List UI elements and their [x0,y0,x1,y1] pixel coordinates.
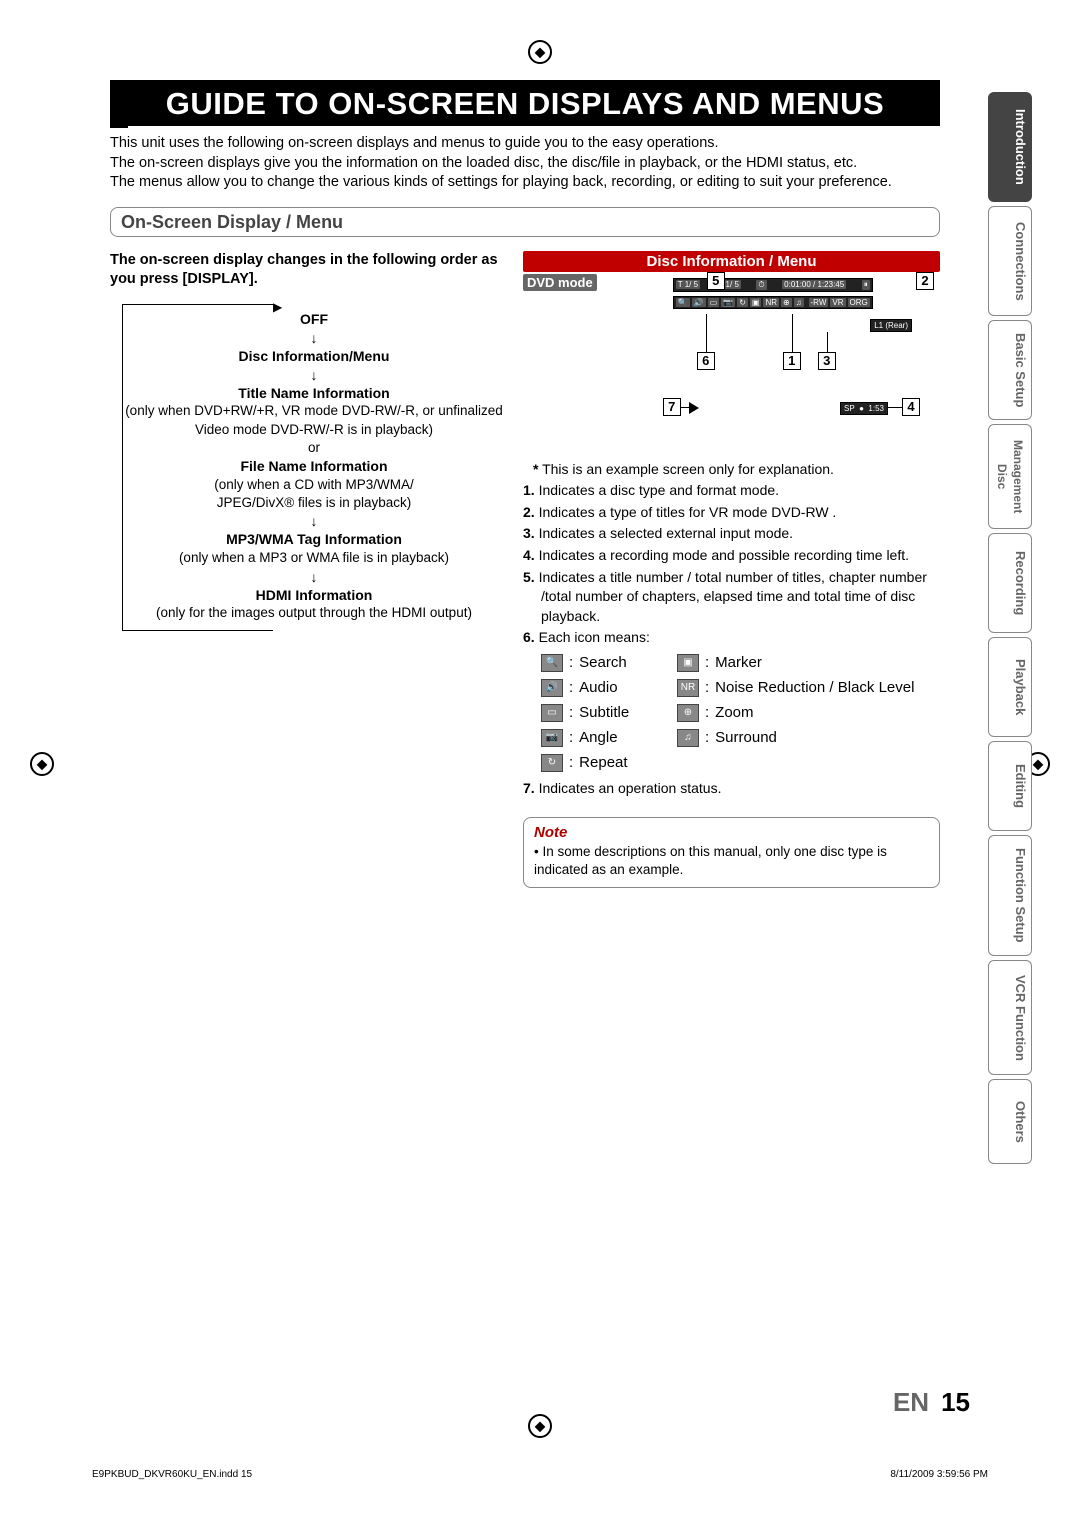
footer-timestamp: 8/11/2009 3:59:56 PM [890,1469,988,1480]
subtitle-icon: ▭ [541,704,563,722]
intro-line-3: The menus allow you to change the variou… [110,173,940,193]
angle-icon: 📷 [541,729,563,747]
intro-text: This unit uses the following on-screen d… [110,134,940,193]
osd-title-counter: T 1/ 5 [676,280,700,289]
footer-filename: E9PKBUD_DKVR60KU_EN.indd 15 [92,1469,252,1480]
tab-playback[interactable]: Playback [988,637,1032,737]
item-5: Indicates a title number / total number … [539,569,927,624]
callout-6: 6 [697,352,715,370]
flow-file-info: File Name Information [240,458,387,474]
osd-badge-org: ORG [848,298,870,307]
tab-basic-setup[interactable]: Basic Setup [988,320,1032,420]
item-7: Indicates an operation status. [539,780,722,796]
crop-mark-top [528,40,552,64]
osd-badge-vr: VR [830,298,845,307]
display-cycle-flow: ▶ OFF ↓ Disc Information/Menu ↓ Title Na… [122,304,505,631]
note-body: In some descriptions on this manual, onl… [534,843,929,879]
nr-icon: NR [763,298,779,307]
dvd-mode-badge: DVD mode [523,274,597,291]
osd-rec-mode: SP ● 1:53 [840,402,888,415]
search-icon: 🔍 [676,298,690,307]
item-3: Indicates a selected external input mode… [539,525,794,541]
audio-icon: 🔊 [692,298,706,307]
flow-hdmi-note: (only for the images output through the … [123,604,505,622]
nr-icon: NR [677,679,699,697]
osd-input-mode: L1 (Rear) [870,319,912,332]
intro-line-2: The on-screen displays give you the info… [110,154,940,174]
flow-mp3-note: (only when a MP3 or WMA file is in playb… [123,549,505,567]
tab-disc-management[interactable]: DiscManagement [988,424,1032,529]
callout-1: 1 [783,352,801,370]
flow-mp3-info: MP3/WMA Tag Information [226,531,402,547]
flow-off: OFF [300,311,328,327]
crop-mark-bottom [528,1414,552,1438]
callout-7: 7 [663,398,681,416]
flow-file-note: (only when a CD with MP3/WMA/ JPEG/DivX®… [123,476,505,512]
page-number: EN15 [893,1387,970,1418]
osd-time: 0:01:00 / 1:23:45 [782,280,846,289]
tab-introduction[interactable]: Introduction [988,92,1032,202]
callout-5: 5 [707,272,725,290]
flow-title-note: (only when DVD+RW/+R, VR mode DVD-RW/-R,… [123,402,505,438]
play-icon [689,402,699,414]
flow-disc-info: Disc Information/Menu [239,348,390,364]
page-title: GUIDE TO ON-SCREEN DISPLAYS AND MENUS [110,80,940,126]
surround-icon: ♫ [794,298,804,307]
tab-function-setup[interactable]: Function Setup [988,835,1032,956]
callout-2: 2 [916,272,934,290]
callout-3: 3 [818,352,836,370]
surround-icon: ♫ [677,729,699,747]
marker-icon: ▣ [677,654,699,672]
side-tabs: IntroductionConnectionsBasic SetupDiscMa… [988,92,1032,1168]
tab-recording[interactable]: Recording [988,533,1032,633]
marker-icon: ▣ [750,298,762,307]
flow-title-info: Title Name Information [238,385,389,401]
disc-info-panel-label: Disc Information / Menu [523,251,940,272]
zoom-icon: ⊕ [781,298,792,307]
note-title: Note [534,824,929,841]
intro-line-1: This unit uses the following on-screen d… [110,134,940,154]
example-note: This is an example screen only for expla… [542,461,834,477]
search-icon: 🔍 [541,654,563,672]
tab-others[interactable]: Others [988,1079,1032,1164]
item-2: Indicates a type of titles for VR mode D… [539,504,837,520]
flow-hdmi-info: HDMI Information [256,587,373,603]
repeat-icon: ↻ [737,298,748,307]
tab-editing[interactable]: Editing [988,741,1032,831]
callout-4: 4 [902,398,920,416]
display-cycle-lead: The on-screen display changes in the fol… [110,251,505,290]
icon-legend: 🔍 : Search ▣ : Marker 🔊 : Audio NR : Noi… [541,652,940,773]
section-header: On-Screen Display / Menu [110,207,940,237]
flow-or: or [123,439,505,457]
explanation-block: * This is an example screen only for exp… [523,460,940,799]
tab-connections[interactable]: Connections [988,206,1032,316]
note-box: Note In some descriptions on this manual… [523,817,940,888]
angle-icon: 📷 [721,298,735,307]
crop-mark-left [30,752,54,776]
item-4: Indicates a recording mode and possible … [539,547,909,563]
subtitle-icon: ▭ [708,298,720,307]
zoom-icon: ⊕ [677,704,699,722]
tab-vcr-function[interactable]: VCR Function [988,960,1032,1075]
item-6: Each icon means: [539,629,650,645]
osd-badge-rw: -RW [809,298,829,307]
audio-icon: 🔊 [541,679,563,697]
item-1: Indicates a disc type and format mode. [539,482,779,498]
repeat-icon: ↻ [541,754,563,772]
osd-example-screen: T 1/ 5 C 1/ 5 ⏱ 0:01:00 / 1:23:45 ⏸ 🔍 🔊 … [603,274,940,454]
